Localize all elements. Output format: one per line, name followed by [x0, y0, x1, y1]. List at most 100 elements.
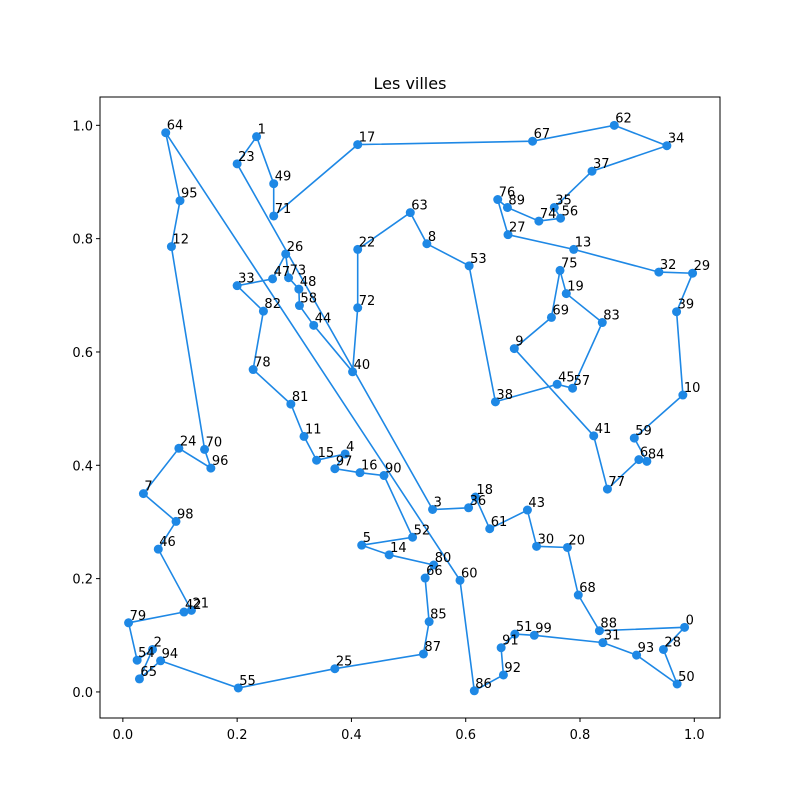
- city-label-4: 4: [346, 440, 354, 455]
- city-point-17: [353, 140, 363, 150]
- city-label-82: 82: [264, 297, 281, 312]
- city-label-99: 99: [535, 621, 552, 636]
- y-tick-label: 0.8: [72, 233, 93, 248]
- city-point-84: [642, 456, 652, 466]
- city-label-8: 8: [428, 230, 436, 245]
- city-label-67: 67: [534, 127, 551, 142]
- city-point-55: [233, 683, 243, 693]
- city-point-0: [680, 622, 690, 632]
- x-tick-label: 0.4: [341, 728, 362, 743]
- x-axis: 0.0 0.2 0.4 0.6 0.8 1.0: [113, 718, 705, 743]
- city-point-39: [672, 307, 682, 317]
- x-tick-label: 0.8: [570, 728, 591, 743]
- city-label-51: 51: [516, 620, 533, 635]
- city-label-97: 97: [336, 455, 353, 470]
- city-point-27: [503, 230, 513, 240]
- city-point-62: [609, 120, 619, 130]
- city-label-31: 31: [604, 629, 621, 644]
- city-point-89: [502, 202, 512, 212]
- y-tick-label: 0.2: [72, 573, 93, 588]
- city-label-34: 34: [668, 132, 685, 147]
- city-label-57: 57: [574, 374, 591, 389]
- city-label-49: 49: [275, 170, 292, 185]
- city-point-73: [284, 273, 294, 283]
- city-point-51: [510, 629, 520, 639]
- city-point-5: [357, 540, 367, 550]
- city-label-87: 87: [424, 640, 441, 655]
- city-point-22: [353, 244, 363, 254]
- city-point-49: [269, 179, 279, 189]
- city-label-52: 52: [414, 523, 431, 538]
- y-tick-label: 0.6: [72, 346, 93, 361]
- city-label-7: 7: [144, 480, 152, 495]
- city-point-24: [174, 443, 184, 453]
- city-point-32: [654, 267, 664, 277]
- city-point-80: [429, 560, 439, 570]
- city-point-31: [598, 638, 608, 648]
- y-tick-label: 0.4: [72, 459, 93, 474]
- city-point-60: [455, 575, 465, 585]
- city-point-33: [232, 281, 242, 291]
- city-label-26: 26: [287, 240, 304, 255]
- city-label-10: 10: [684, 381, 701, 396]
- city-point-44: [309, 320, 319, 330]
- city-point-48: [294, 284, 304, 294]
- city-point-81: [286, 399, 296, 409]
- city-label-20: 20: [568, 533, 585, 548]
- city-point-7: [138, 489, 148, 499]
- city-point-93: [632, 650, 642, 660]
- city-point-36: [464, 503, 474, 513]
- city-point-42: [179, 607, 189, 617]
- city-point-97: [330, 464, 340, 474]
- city-point-99: [529, 630, 539, 640]
- city-label-54: 54: [138, 646, 155, 661]
- city-point-19: [561, 289, 571, 299]
- city-point-85: [424, 617, 434, 627]
- city-label-53: 53: [470, 252, 487, 267]
- city-label-71: 71: [275, 202, 292, 217]
- city-label-78: 78: [254, 356, 271, 371]
- city-markers: [124, 120, 698, 696]
- city-label-2: 2: [154, 635, 162, 650]
- city-label-72: 72: [359, 294, 376, 309]
- city-point-65: [134, 674, 144, 684]
- city-label-46: 46: [159, 535, 176, 550]
- city-point-23: [232, 159, 242, 169]
- city-point-96: [206, 463, 216, 473]
- plot-area: 6495127096247984621427954265945525878566…: [99, 96, 721, 719]
- city-point-63: [405, 208, 415, 218]
- city-point-78: [248, 365, 258, 375]
- city-label-33: 33: [238, 272, 255, 287]
- city-label-15: 15: [318, 446, 335, 461]
- city-label-29: 29: [694, 259, 711, 274]
- city-label-23: 23: [238, 150, 255, 165]
- city-point-41: [589, 431, 599, 441]
- city-point-43: [522, 505, 532, 515]
- city-label-76: 76: [499, 186, 516, 201]
- city-label-18: 18: [476, 483, 493, 498]
- city-label-65: 65: [140, 665, 157, 680]
- city-point-47: [268, 274, 278, 284]
- city-point-71: [269, 211, 279, 221]
- city-label-90: 90: [385, 461, 402, 476]
- city-point-40: [348, 367, 358, 377]
- city-label-25: 25: [336, 655, 353, 670]
- city-label-47: 47: [274, 265, 291, 280]
- x-tick-label: 0.0: [113, 728, 134, 743]
- y-tick-label: 1.0: [72, 119, 93, 134]
- city-label-81: 81: [292, 390, 309, 405]
- city-point-61: [485, 524, 495, 534]
- city-point-79: [124, 618, 134, 628]
- city-point-88: [594, 626, 604, 636]
- city-label-19: 19: [567, 280, 584, 295]
- city-point-26: [281, 249, 291, 259]
- city-point-50: [672, 679, 682, 689]
- city-point-21: [186, 605, 196, 615]
- city-point-66: [420, 573, 430, 583]
- city-label-61: 61: [491, 515, 508, 530]
- city-point-72: [353, 303, 363, 313]
- city-label-42: 42: [185, 598, 202, 613]
- city-label-85: 85: [430, 608, 447, 623]
- city-label-13: 13: [575, 235, 592, 250]
- city-point-2: [148, 644, 158, 654]
